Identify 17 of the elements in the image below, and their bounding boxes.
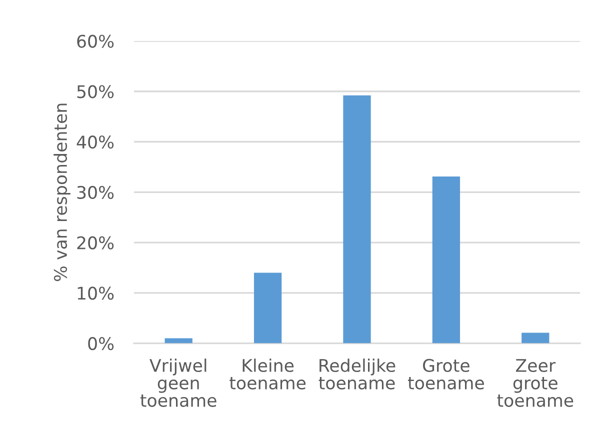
y-tick-label: 60%: [77, 34, 114, 48]
bar: [254, 272, 282, 344]
y-tick-label: 20%: [77, 236, 114, 250]
y-tick-label: 40%: [76, 135, 114, 149]
bar: [432, 176, 460, 344]
bar: [522, 332, 550, 344]
x-tick-label: Redelijke toename: [318, 358, 396, 390]
x-tick-label: Vrijwel geen toename: [140, 358, 216, 407]
y-tick-label: 0%: [88, 337, 114, 350]
x-tick-label: Grote toename: [408, 358, 484, 390]
y-tick-label: 50%: [77, 85, 114, 98]
y-tick-label: 10%: [78, 286, 114, 300]
x-tick-label: Kleine toename: [230, 358, 306, 390]
y-axis-title: % van respondenten: [54, 104, 70, 282]
x-tick-label: Zeer grote toename: [497, 359, 574, 407]
y-tick-label: 30%: [77, 186, 114, 199]
bar: [343, 95, 371, 344]
